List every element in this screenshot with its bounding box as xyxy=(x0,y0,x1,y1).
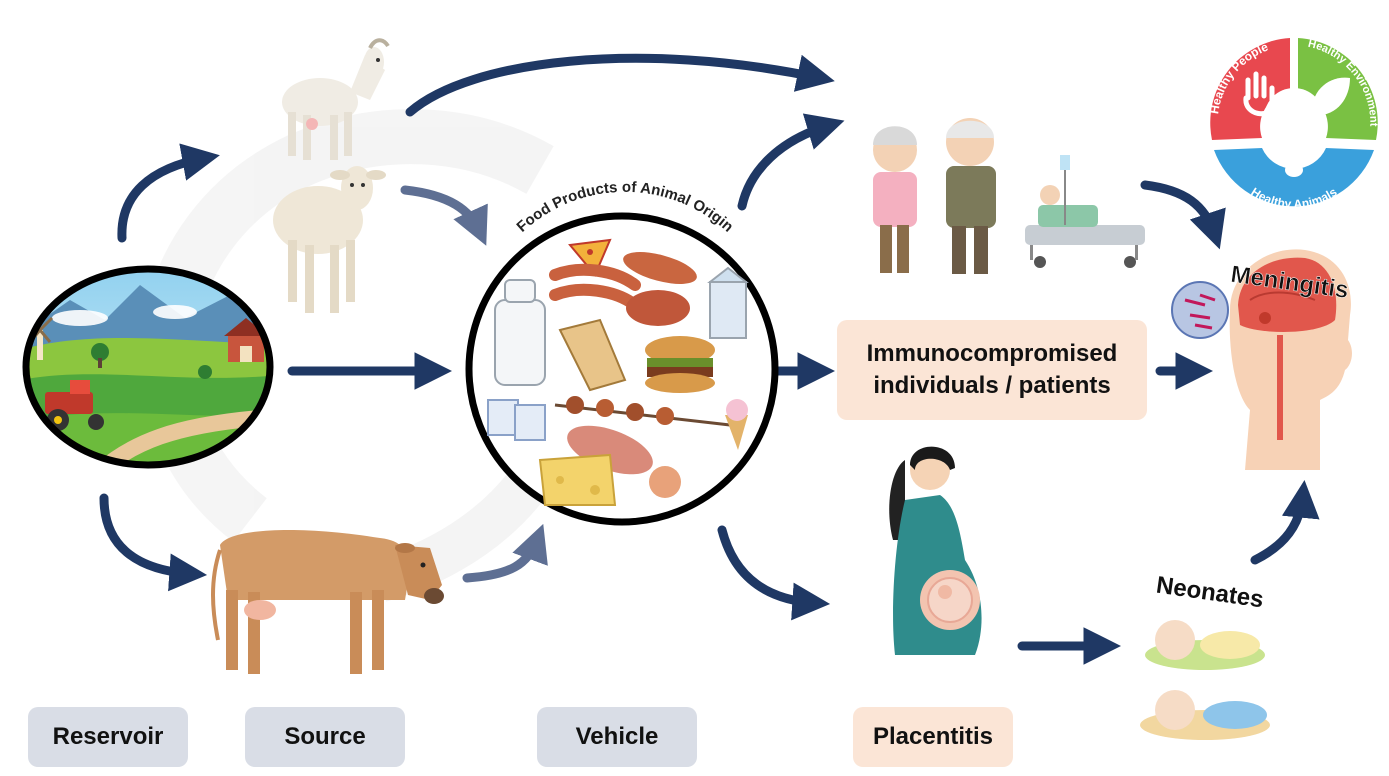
arrow-vehicle-to-pregnant xyxy=(717,525,831,621)
arrow-vehicle-to-elderly xyxy=(737,113,845,211)
reservoir-label: Reservoir xyxy=(28,707,188,767)
food-products-vehicle: Food Products of Animal Origin xyxy=(465,179,779,526)
farm-reservoir-illustration xyxy=(22,265,274,469)
immunocompromised-line1: Immunocompromised xyxy=(866,340,1118,367)
arrow-cow-to-vehicle xyxy=(462,523,548,583)
pregnant-woman-illustration xyxy=(889,446,982,655)
cow-illustration xyxy=(211,529,444,674)
neonates-illustration xyxy=(1140,620,1270,740)
one-health-wheel: Healthy People Healthy Environment Healt… xyxy=(1207,38,1379,211)
elderly-and-patient-illustration xyxy=(873,118,1145,274)
hand-icon xyxy=(1243,71,1277,117)
arrow-elderly-to-meningitis xyxy=(1140,180,1226,250)
sheep-illustration xyxy=(273,166,386,313)
arrow-reservoir-to-goat xyxy=(117,143,220,243)
source-label: Source xyxy=(245,707,405,767)
paw-icon xyxy=(1278,149,1311,177)
arrow-goat-to-elderly xyxy=(405,53,835,117)
meningitis-head-illustration xyxy=(1171,249,1352,470)
leaf-icon xyxy=(1311,77,1350,116)
placentitis-label: Placentitis xyxy=(853,707,1013,767)
arrow-reservoir-to-cow xyxy=(99,493,208,592)
transmission-arrows xyxy=(99,53,1320,665)
arrow-sheep-to-vehicle xyxy=(400,185,488,246)
goat-illustration xyxy=(282,38,390,160)
vehicle-label: Vehicle xyxy=(537,707,697,767)
immunocompromised-line2: individuals / patients xyxy=(873,372,1111,399)
neonates-label: Neonates xyxy=(1155,572,1266,614)
arrow-neonates-to-meningitis xyxy=(1250,479,1320,565)
immunocompromised-label: Immunocompromised individuals / patients xyxy=(837,320,1147,420)
